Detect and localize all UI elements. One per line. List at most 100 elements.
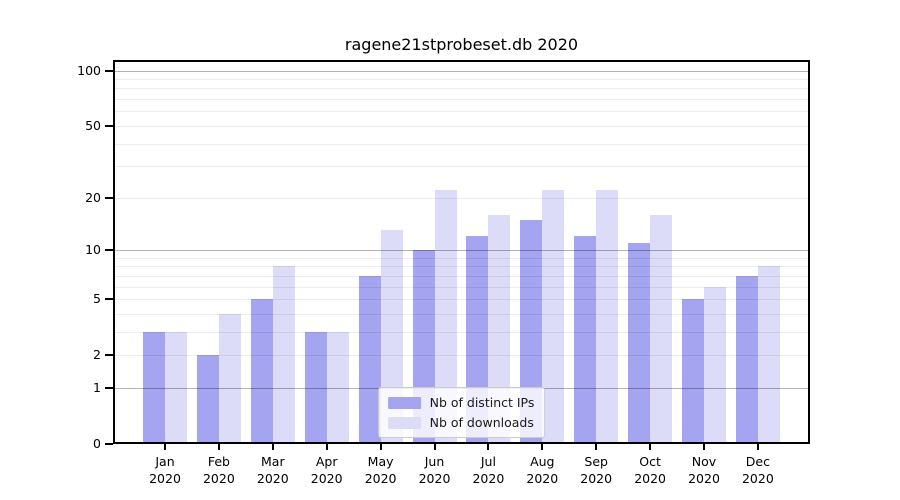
x-tick-month: Nov <box>691 454 717 469</box>
x-tick-label-oct: Oct 2020 <box>618 453 682 487</box>
y-grid-minor-line <box>113 78 810 80</box>
y-grid-minor-line <box>113 88 810 90</box>
y-grid-major-line <box>113 70 810 72</box>
bar-distinct-ips-nov <box>682 299 704 444</box>
legend-item-distinct-ips: Nb of distinct IPs <box>387 395 535 410</box>
chart-title: ragene21stprobeset.db 2020 <box>344 35 579 54</box>
x-tick-label-may: May 2020 <box>349 453 413 487</box>
bar-downloads-mar <box>272 266 295 444</box>
x-tick-year: 2020 <box>418 471 451 486</box>
bar-downloads-jul <box>488 214 511 444</box>
x-tick-month: Jul <box>480 454 496 469</box>
legend: Nb of distinct IPs Nb of downloads <box>377 387 546 438</box>
x-tick-year: 2020 <box>580 471 613 486</box>
x-tick-mark <box>595 444 598 450</box>
y-grid-minor-line <box>113 166 810 168</box>
x-tick-month: Jan <box>155 454 175 469</box>
y-tick-label: 50 <box>85 117 101 133</box>
bar-distinct-ips-may <box>358 275 381 444</box>
y-tick-label: 2 <box>93 347 101 363</box>
x-tick-label-jul: Jul 2020 <box>456 453 520 487</box>
y-grid-minor-line <box>113 275 810 277</box>
x-tick-mark <box>379 444 382 450</box>
bar-distinct-ips-feb <box>196 355 219 444</box>
y-tick-mark <box>105 386 113 389</box>
bar-downloads-nov <box>704 286 726 444</box>
y-grid-minor-line <box>113 111 810 113</box>
x-tick-mark <box>271 444 274 450</box>
x-tick-month: Feb <box>207 454 230 469</box>
legend-label-distinct-ips: Nb of distinct IPs <box>429 395 535 410</box>
x-tick-label-apr: Apr 2020 <box>295 453 359 487</box>
y-tick-mark <box>105 443 113 445</box>
y-tick-label: 100 <box>77 62 101 78</box>
x-tick-month: Sep <box>584 454 608 469</box>
x-tick-year: 2020 <box>472 471 505 486</box>
x-tick-year: 2020 <box>202 471 235 486</box>
bar-downloads-apr <box>326 331 349 444</box>
bar-downloads-sep <box>596 190 619 444</box>
y-tick-mark <box>105 69 113 72</box>
y-grid-minor-line <box>113 125 810 127</box>
x-tick-year: 2020 <box>634 471 666 486</box>
y-grid-minor-line <box>113 286 810 288</box>
y-tick-label: 0 <box>93 436 101 451</box>
x-tick-label-sep: Sep 2020 <box>564 453 628 487</box>
y-grid-minor-line <box>113 299 810 300</box>
y-grid-major-line <box>113 249 810 251</box>
x-tick-mark <box>217 444 220 450</box>
plot-area: Nb of distinct IPs Nb of downloads 100 50 2… <box>77 60 810 486</box>
bar-distinct-ips-sep <box>574 236 597 444</box>
y-grid-minor-line <box>113 257 810 259</box>
x-tick-month: Aug <box>530 454 555 469</box>
y-tick-mark <box>105 196 113 199</box>
y-tick-label: 5 <box>93 291 101 306</box>
y-tick-label: 20 <box>85 189 101 205</box>
x-tick-month: Apr <box>315 454 338 469</box>
x-tick-month: Dec <box>745 454 770 469</box>
bar-downloads-dec <box>757 266 780 444</box>
y-tick-mark <box>105 298 113 300</box>
x-tick-year: 2020 <box>256 471 289 486</box>
x-tick-year: 2020 <box>688 471 720 486</box>
x-tick-mark <box>433 444 436 450</box>
x-tick-label-mar: Mar 2020 <box>241 453 305 487</box>
y-tick-label: 1 <box>93 379 101 395</box>
x-tick-year: 2020 <box>741 471 774 486</box>
x-tick-mark <box>325 444 328 450</box>
x-tick-label-dec: Dec 2020 <box>726 453 790 487</box>
bar-downloads-oct <box>650 214 673 444</box>
legend-swatch-downloads <box>387 416 421 429</box>
y-grid-minor-line <box>113 355 810 357</box>
x-tick-mark <box>703 444 705 450</box>
x-tick-label-nov: Nov 2020 <box>672 453 736 487</box>
bar-downloads-feb <box>218 313 241 444</box>
bar-distinct-ips-jan <box>143 331 165 444</box>
y-grid-minor-line <box>113 143 810 145</box>
bar-distinct-ips-mar <box>250 299 273 444</box>
bar-downloads-aug <box>542 190 565 444</box>
legend-item-downloads: Nb of downloads <box>387 415 535 430</box>
x-tick-month: May <box>367 454 394 469</box>
x-tick-mark <box>756 444 759 450</box>
x-tick-label-feb: Feb 2020 <box>187 453 251 487</box>
y-grid-minor-line <box>113 331 810 333</box>
y-grid-minor-line <box>113 99 810 100</box>
y-grid-minor-line <box>113 197 810 199</box>
bar-downloads-jan <box>165 331 187 444</box>
x-tick-label-jan: Jan 2020 <box>133 453 197 487</box>
x-tick-month: Mar <box>261 454 285 469</box>
y-tick-label: 10 <box>85 241 101 257</box>
x-tick-label-jun: Jun 2020 <box>403 453 467 487</box>
bar-downloads-jun <box>434 190 457 444</box>
x-tick-label-aug: Aug 2020 <box>510 453 574 487</box>
y-tick-mark <box>105 248 113 251</box>
x-tick-year: 2020 <box>149 471 181 486</box>
x-tick-mark <box>649 444 652 450</box>
y-grid-minor-line <box>113 313 810 315</box>
x-tick-mark <box>487 444 490 450</box>
y-tick-mark <box>105 354 113 357</box>
x-tick-year: 2020 <box>526 471 559 486</box>
x-tick-month: Oct <box>639 454 661 469</box>
